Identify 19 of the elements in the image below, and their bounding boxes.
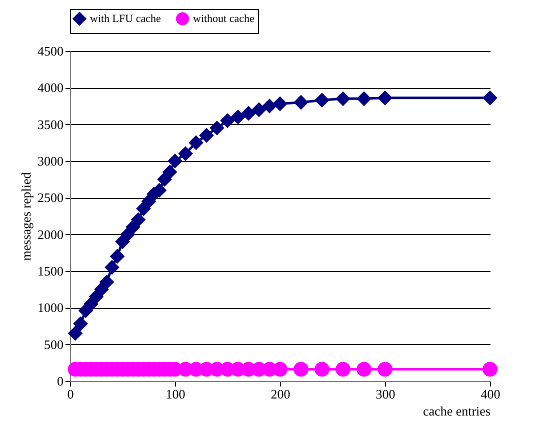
x-axis-title: cache entries (423, 404, 490, 418)
x-tick-label: 200 (270, 386, 290, 402)
y-tick-label: 3000 (38, 154, 64, 168)
y-tick-label: 1500 (38, 264, 64, 278)
y-tick-label: 4000 (38, 80, 64, 96)
x-tick-label: 0 (67, 386, 74, 402)
y-tick-label: 1000 (38, 300, 64, 316)
y-axis-title: messages replied (18, 172, 34, 261)
y-tick-label: 2500 (38, 190, 64, 206)
y-tick-label: 4500 (38, 44, 64, 58)
x-tick-label: 400 (480, 386, 500, 402)
legend-label: without cache (193, 12, 255, 25)
y-tick-label: 2000 (38, 226, 64, 242)
x-tick-label: 300 (376, 386, 396, 402)
y-tick-label: 500 (44, 336, 64, 352)
y-tick-label: 3500 (38, 116, 64, 132)
legend-label: with LFU cache (90, 12, 161, 25)
x-tick-label: 100 (166, 386, 186, 402)
y-tick-label: 0 (57, 374, 64, 388)
